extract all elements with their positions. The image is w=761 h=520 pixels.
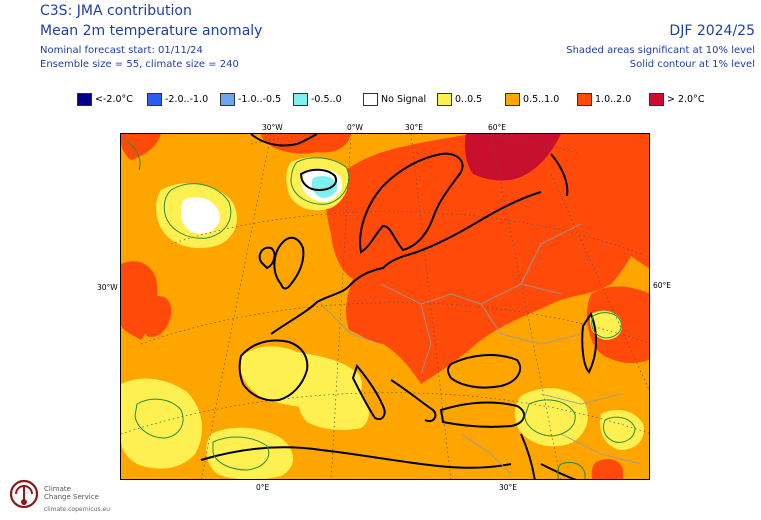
anomaly-map (120, 133, 650, 480)
lon-label-top: 30°E (405, 123, 424, 132)
lon-label-bottom: 30°E (499, 483, 518, 492)
legend-item: 0..0.5 (437, 93, 482, 106)
significance-contours (124, 139, 636, 479)
coastlines (200, 134, 597, 479)
logo-name-line2: Change Service (44, 493, 99, 501)
coast-turkey (439, 401, 526, 428)
legend-label: -2.0..-1.0 (165, 94, 209, 105)
legend-label: -1.0..-0.5 (238, 94, 282, 105)
legend-swatch (77, 93, 92, 106)
coast-europe-mainland (270, 191, 542, 335)
anomaly-area-southeast (591, 459, 623, 479)
country-borders (320, 223, 642, 475)
legend-label: <-2.0°C (95, 94, 133, 105)
coast-ireland (258, 246, 276, 270)
anomaly-area-greenland (261, 134, 351, 154)
legend-item: -1.0..-0.5 (220, 93, 281, 106)
legend-swatch (293, 93, 308, 106)
legend-swatch (505, 93, 520, 106)
coast-balkans (390, 379, 437, 422)
anomaly-area-west-2 (142, 296, 172, 337)
anomaly-area-east-edge (621, 222, 649, 268)
legend-label: 0..0.5 (455, 94, 483, 105)
legend-swatch (147, 93, 162, 106)
legend-swatch (437, 93, 452, 106)
negative-anomaly-area-iceland (311, 176, 338, 198)
legend-item: 0.5..1.0 (505, 93, 559, 106)
coast-greenland (250, 134, 318, 147)
logo-name-line1: Climate (44, 485, 71, 493)
map-svg (121, 134, 649, 479)
legend-item: > 2.0°C (649, 93, 704, 106)
anomaly-area-atlantic-south (121, 378, 202, 469)
season-label: DJF 2024/25 (669, 23, 755, 39)
legend-swatch (577, 93, 592, 106)
lon-label-top: 30°W (262, 123, 283, 132)
legend-label: > 2.0°C (667, 94, 705, 105)
shading-note: Shaded areas significant at 10% level (566, 45, 755, 56)
legend-label: No Signal (381, 94, 427, 105)
anomaly-area-north-atlantic (121, 134, 161, 160)
ensemble-size: Ensemble size = 55, climate size = 240 (40, 59, 239, 70)
lon-label-top: 0°W (347, 123, 363, 132)
coast-red-sea (540, 463, 577, 479)
coast-iberia (238, 339, 309, 402)
legend-label: -0.5..0 (311, 94, 342, 105)
legend-label: 1.0..2.0 (595, 94, 632, 105)
legend-item: No Signal (363, 93, 426, 106)
chart-subtitle: Mean 2m temperature anomaly (40, 23, 263, 39)
anomaly-area-europe-russia (325, 134, 649, 384)
coast-black-sea (447, 354, 522, 389)
coast-scandinavia (359, 152, 464, 254)
coast-italy (351, 363, 386, 420)
logo-name: Climate Change Service (44, 485, 99, 501)
forecast-start: Nominal forecast start: 01/11/24 (40, 45, 203, 56)
legend-item: -0.5..0 (293, 93, 342, 106)
legend-swatch (363, 93, 378, 106)
coast-levant (520, 433, 536, 479)
coast-iceland (299, 168, 337, 192)
lon-label-top: 60°E (488, 123, 507, 132)
coast-north-africa (200, 446, 512, 469)
logo-url: climate.copernicus.eu (44, 506, 111, 513)
legend-item: <-2.0°C (77, 93, 133, 106)
legend-label: 0.5..1.0 (523, 94, 560, 105)
coast-british-isles (273, 236, 305, 290)
copernicus-logo (9, 479, 39, 509)
legend-swatch (220, 93, 235, 106)
no-signal-area-atlantic (180, 197, 220, 234)
coast-novaya-zemlya (550, 153, 569, 197)
lon-label-bottom: 0°E (256, 483, 270, 492)
legend-item: -2.0..-1.0 (147, 93, 208, 106)
chart-title: C3S: JMA contribution (40, 3, 192, 19)
legend-swatch (649, 93, 664, 106)
contour-note: Solid contour at 1% level (629, 59, 755, 70)
legend-item: 1.0..2.0 (577, 93, 631, 106)
lat-label-right: 60°E (653, 281, 672, 290)
anomaly-area-caspian-small (589, 310, 623, 340)
anomaly-area-barents (464, 134, 561, 181)
lat-label-left: 30°W (97, 283, 118, 292)
